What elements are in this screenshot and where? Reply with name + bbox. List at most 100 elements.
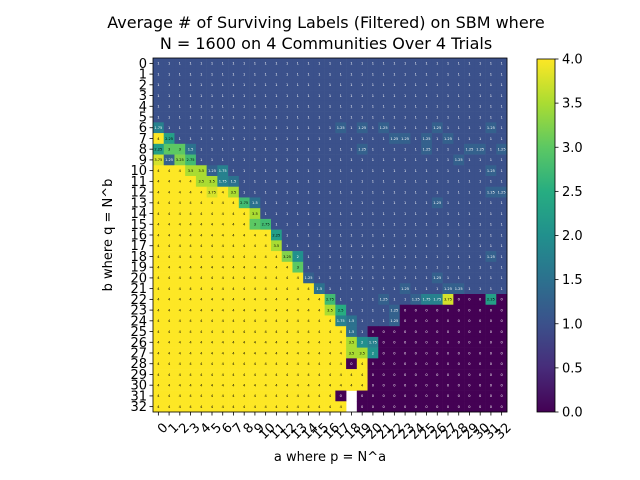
- heatmap-cell: [249, 186, 261, 198]
- x-axis-ticks: 0123456789101112131415161718192021222324…: [155, 412, 515, 443]
- cell-value-label: 4: [275, 330, 278, 334]
- heatmap-cell: [474, 240, 486, 252]
- cell-value-label: 4: [307, 351, 310, 355]
- cell-value-label: 1: [468, 212, 470, 216]
- heatmap-cell: [346, 176, 358, 188]
- heatmap-cell: [399, 294, 411, 306]
- heatmap-cell: [303, 315, 315, 327]
- cell-value-label: 1: [350, 62, 352, 66]
- heatmap-cell: [163, 133, 175, 145]
- heatmap-cell: [313, 315, 325, 327]
- heatmap-cell: [195, 347, 207, 359]
- heatmap-cell: [367, 133, 379, 145]
- cell-value-label: 1.5: [231, 180, 237, 184]
- heatmap-cell: [464, 336, 476, 348]
- heatmap-cell: [195, 90, 207, 102]
- cell-value-label: 1: [436, 158, 438, 162]
- cell-value-label: 1: [350, 94, 352, 98]
- cell-value-label: 1: [168, 94, 170, 98]
- heatmap-cell: [324, 326, 336, 338]
- heatmap-cell: [410, 143, 422, 155]
- heatmap-cell: [163, 304, 175, 316]
- heatmap-cell: [271, 304, 283, 316]
- cell-value-label: 1: [361, 169, 363, 173]
- heatmap-cell: [249, 240, 261, 252]
- cell-value-label: 1: [361, 190, 363, 194]
- cell-value-label: 4: [286, 373, 289, 377]
- heatmap-cell: [485, 122, 497, 134]
- heatmap-cell: [431, 133, 443, 145]
- cell-value-label: 1: [264, 169, 266, 173]
- heatmap-cell: [163, 369, 175, 381]
- heatmap-cell: [303, 111, 315, 123]
- cell-value-label: 4: [211, 362, 214, 366]
- heatmap-cell: [367, 283, 379, 295]
- heatmap-cell: [303, 154, 315, 166]
- cell-value-label: 4: [254, 362, 257, 366]
- heatmap-cell: [260, 133, 272, 145]
- cell-value-label: 1: [500, 126, 502, 130]
- heatmap-cell: [474, 326, 486, 338]
- cell-value-label: 1: [490, 223, 492, 227]
- cell-value-label: 1: [382, 180, 384, 184]
- cell-value-label: 1: [425, 83, 427, 87]
- heatmap-cell: [346, 122, 358, 134]
- heatmap-cell: [453, 336, 465, 348]
- cell-value-label: 1: [318, 244, 320, 248]
- cell-value-label: 1: [447, 276, 449, 280]
- cell-value-label: 1: [286, 126, 288, 130]
- cell-value-label: 4: [189, 298, 192, 302]
- cell-value-label: 1: [286, 169, 288, 173]
- cell-value-label: 1: [307, 190, 309, 194]
- cell-value-label: 1: [361, 308, 363, 312]
- cell-value-label: 1: [340, 276, 342, 280]
- colorbar-tick-label: 0.5: [562, 361, 583, 376]
- cell-value-label: 1: [297, 223, 299, 227]
- heatmap-cell: [281, 79, 293, 91]
- cell-value-label: 1: [361, 115, 363, 119]
- cell-value-label: 1: [318, 180, 320, 184]
- heatmap-cell: [378, 68, 390, 80]
- heatmap-cell: [378, 358, 390, 370]
- heatmap-cell: [238, 379, 250, 391]
- cell-value-label: 1: [490, 265, 492, 269]
- heatmap-cell: [389, 176, 401, 188]
- cell-value-label: 4: [286, 394, 289, 398]
- heatmap-cell: [260, 197, 272, 209]
- colorbar-tick-label: 0.0: [562, 406, 583, 421]
- heatmap-cell: [399, 208, 411, 220]
- heatmap-cell: [399, 154, 411, 166]
- cell-value-label: 1: [436, 265, 438, 269]
- cell-value-label: 1: [500, 212, 502, 216]
- cell-value-label: 1: [264, 190, 266, 194]
- cell-value-label: 1: [200, 105, 202, 109]
- heatmap-cell: [249, 68, 261, 80]
- cell-value-label: 1: [372, 319, 374, 323]
- heatmap-cell: [410, 111, 422, 123]
- cell-value-label: 1: [179, 115, 181, 119]
- cell-value-label: 1: [222, 83, 224, 87]
- heatmap-cell: [206, 165, 218, 177]
- heatmap-cell: [324, 100, 336, 112]
- heatmap-cell: [442, 133, 454, 145]
- cell-value-label: 1: [200, 137, 202, 141]
- heatmap-cell: [260, 401, 272, 413]
- heatmap-cell: [153, 336, 165, 348]
- cell-value-label: 4: [318, 394, 321, 398]
- cell-value-label: 1: [393, 83, 395, 87]
- cell-value-label: 1: [254, 62, 256, 66]
- heatmap-cells: [153, 58, 508, 413]
- cell-value-label: 1: [297, 105, 299, 109]
- cell-value-label: 1.5: [188, 147, 194, 151]
- cell-value-label: 1: [297, 126, 299, 130]
- heatmap-cell: [421, 218, 433, 230]
- cell-value-label: 1: [200, 126, 202, 130]
- cell-value-label: 1: [275, 137, 277, 141]
- cell-value-label: 1: [350, 212, 352, 216]
- heatmap-cell: [324, 261, 336, 273]
- cell-value-label: 1.25: [208, 169, 216, 173]
- heatmap-cell: [389, 390, 401, 402]
- heatmap-cell: [185, 176, 197, 188]
- cell-value-label: 1: [415, 223, 417, 227]
- heatmap-cell: [260, 272, 272, 284]
